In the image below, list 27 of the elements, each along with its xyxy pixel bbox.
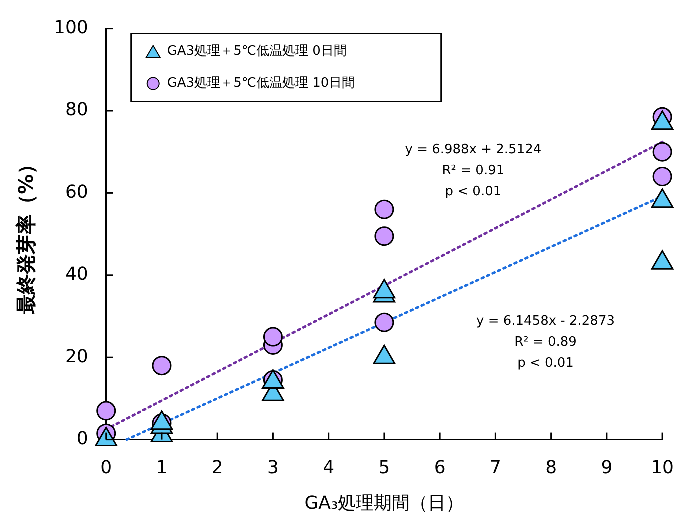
y-axis-title: 最終発芽率（%） xyxy=(14,154,38,316)
legend-label: GA3処理＋5℃低温処理 0日間 xyxy=(167,44,347,60)
x-tick-label: 1 xyxy=(156,457,168,478)
annotation: p < 0.01 xyxy=(445,184,502,200)
x-tick-label: 9 xyxy=(601,457,613,478)
x-tick-label: 4 xyxy=(323,457,335,478)
y-tick-label: 60 xyxy=(65,182,88,203)
legend-label: GA3処理＋5℃低温処理 10日間 xyxy=(167,76,356,92)
y-tick-label: 0 xyxy=(76,428,88,450)
y-tick-label: 80 xyxy=(65,100,88,121)
annotation: y = 6.988x + 2.5124 xyxy=(405,142,542,158)
x-axis-title: GA₃処理期間（日） xyxy=(304,492,464,514)
x-tick-label: 10 xyxy=(651,457,674,478)
x-tick-label: 8 xyxy=(546,457,558,478)
annotation: y = 6.1458x - 2.2873 xyxy=(476,314,615,330)
x-tick-label: 6 xyxy=(434,457,446,478)
x-tick-label: 3 xyxy=(267,457,279,478)
x-tick-label: 5 xyxy=(378,457,390,478)
annotation: R² = 0.89 xyxy=(514,335,577,350)
annotation: R² = 0.91 xyxy=(442,163,505,178)
x-tick-label: 2 xyxy=(212,457,224,478)
x-tick-label: 7 xyxy=(490,457,502,478)
annotation: p < 0.01 xyxy=(518,356,574,372)
y-tick-label: 40 xyxy=(65,264,88,286)
y-tick-label: 20 xyxy=(65,346,88,368)
y-tick-label: 100 xyxy=(54,17,88,38)
x-tick-label: 0 xyxy=(100,457,112,478)
